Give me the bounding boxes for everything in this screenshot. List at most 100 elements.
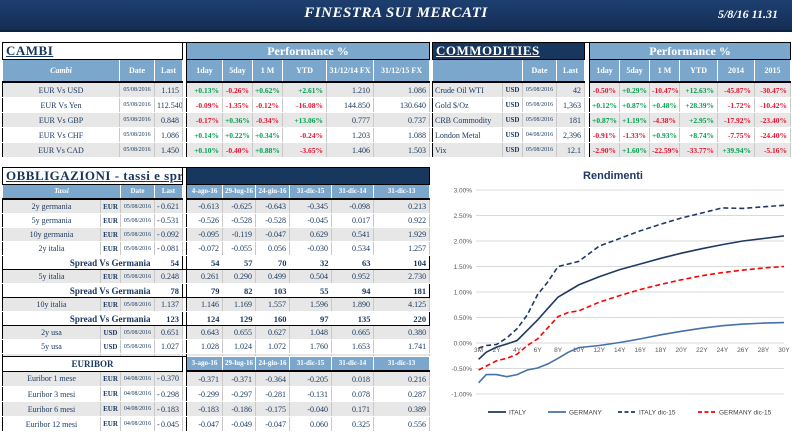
fx15-cell: 1.503 xyxy=(373,142,431,158)
perf-cell: -10.42% xyxy=(754,97,792,113)
y-tick-label: 1.50% xyxy=(454,264,473,271)
fx-row: EUR Vs GBP 05/08/2016 0.848 -0.17% +0.36% -0.… xyxy=(2,112,431,128)
spread-value: 55 xyxy=(289,283,332,298)
perf-cell: -33.77% xyxy=(679,142,719,158)
series-italy xyxy=(478,235,785,360)
value-cell: -0.098 xyxy=(331,199,375,214)
last-cell: 1.027 xyxy=(154,339,184,354)
x-tick-label: 2Y xyxy=(493,347,502,354)
bond-row: 10y germania EUR 05/08/2016-0.092 -0.095 -0.… xyxy=(2,227,431,242)
value-cell: 0.078 xyxy=(331,386,375,402)
value-cell: 0.655 xyxy=(222,325,257,340)
col-header: 24-giu-16 xyxy=(255,356,291,372)
currency-cell: EUR xyxy=(100,227,121,242)
gap xyxy=(182,339,188,354)
col-header: 31/12/15 FX xyxy=(373,59,431,83)
value-cell: -0.625 xyxy=(222,199,257,214)
value-cell: 1.072 xyxy=(255,339,291,354)
y-tick-label: -0.50% xyxy=(451,366,472,373)
y-tick-label: 2.50% xyxy=(454,213,473,220)
perf-cell: -30.47% xyxy=(754,82,792,98)
row-label: CRB Commodity xyxy=(432,112,503,128)
series-germany xyxy=(478,321,785,384)
gap xyxy=(182,82,188,98)
spread-label: Spread Vs Germania xyxy=(2,311,155,326)
col-header: 1day xyxy=(186,59,224,83)
row-label: EUR Vs CAD xyxy=(2,142,120,158)
date-cell: 05/08/2016 xyxy=(120,339,155,354)
value-cell: -0.345 xyxy=(289,199,333,214)
value-cell: 0.018 xyxy=(331,371,375,387)
x-tick-label: 10Y xyxy=(573,347,585,354)
perf-cell: +0.88% xyxy=(252,142,284,158)
col-header: 1 M xyxy=(252,59,284,83)
perf-cell: +0.12% xyxy=(589,97,621,113)
col-header: Last xyxy=(153,59,184,83)
date-cell: 05/08/2016 xyxy=(120,269,155,284)
performance-header: Performance % xyxy=(589,42,791,60)
legend-label: ITALY xyxy=(509,410,527,417)
y-tick-label: 2.00% xyxy=(454,239,473,246)
last-cell: 2,396 xyxy=(556,127,586,143)
spread-last: 78 xyxy=(154,283,183,298)
currency-cell: USD xyxy=(502,127,523,143)
perf-cell: +0.10% xyxy=(186,142,224,158)
currency-cell: USD xyxy=(100,339,121,354)
value-cell: -0.371 xyxy=(222,371,257,387)
perf-cell: +0.36% xyxy=(222,112,254,128)
y-tick-label: 3.00% xyxy=(454,188,473,195)
value-cell: -0.281 xyxy=(255,386,291,402)
commodities-table: COMMODITIES Performance % Date Last 1day 5day… xyxy=(432,42,792,158)
row-label: 5y usa xyxy=(2,339,101,354)
row-label: 10y germania xyxy=(2,227,101,242)
last-cell: 0.248 xyxy=(154,269,184,284)
gap xyxy=(584,82,591,98)
perf-cell: +12.63% xyxy=(679,82,719,98)
col-header: 31-dic-13 xyxy=(373,356,431,372)
last-cell: -0.183 xyxy=(154,401,184,417)
perf-cell: -0.24% xyxy=(282,127,328,143)
date-cell: 04/08/2016 xyxy=(120,401,155,417)
value-cell: -0.095 xyxy=(186,227,224,242)
bond-row: 10y italia EUR 05/08/2016 1.137 1.146 1.169 1.… xyxy=(2,297,431,312)
value-cell: -0.131 xyxy=(289,386,333,402)
y-tick-label: 0.00% xyxy=(454,341,473,348)
date-cell: 05/08/2016 xyxy=(120,297,155,312)
col-header: 31-dic-13 xyxy=(373,184,431,200)
spread-value: 63 xyxy=(331,255,374,270)
perf-cell: -16.08% xyxy=(282,97,328,113)
title-bar: FINESTRA SUI MERCATI 5/8/16 11.31 xyxy=(0,0,792,32)
value-cell: 4.125 xyxy=(373,297,431,312)
rendimenti-svg: Rendimenti -1.00% -0.50% 0.00% 0.50% 1.00% 1.5… xyxy=(451,170,790,417)
currency-cell: EUR xyxy=(100,213,121,228)
spread-value: 32 xyxy=(289,255,332,270)
spread-value: 135 xyxy=(331,311,374,326)
perf-cell: -0.40% xyxy=(222,142,254,158)
currency-cell: USD xyxy=(502,97,523,113)
fx14-cell: 144.850 xyxy=(326,97,375,113)
accounting-value: -0.298 xyxy=(157,389,180,399)
x-tick-label: 16Y xyxy=(634,347,646,354)
gap xyxy=(182,167,188,185)
row-label: Euribor 12 mesi xyxy=(2,416,101,432)
spread-value: 70 xyxy=(255,255,290,270)
fx-row: EUR Vs CHF 05/08/2016 1.086 +0.14% +0.22% +0.… xyxy=(2,127,431,143)
x-tick-label: 12Y xyxy=(593,347,605,354)
perf-cell: -2.90% xyxy=(589,142,621,158)
row-label: 2y italia xyxy=(2,241,101,256)
value-cell: 0.171 xyxy=(331,401,375,417)
last-cell: -0.045 xyxy=(154,416,184,432)
gap xyxy=(584,127,591,143)
perf-cell: +0.87% xyxy=(619,97,651,113)
spread-value: 104 xyxy=(373,255,430,270)
spread-value: 160 xyxy=(255,311,290,326)
cambi-header-row: Cambi Date Last 1day 5day 1 M YTD 31/12/14 FX 31… xyxy=(2,59,431,83)
value-cell: -0.299 xyxy=(186,386,224,402)
value-cell: 1.596 xyxy=(289,297,333,312)
spread-label: Spread Vs Germania xyxy=(2,283,155,298)
date-cell: 05/08/2016 xyxy=(119,142,155,158)
spread-value: 82 xyxy=(222,283,256,298)
row-label: EUR Vs GBP xyxy=(2,112,120,128)
x-tick-label: 26Y xyxy=(737,347,749,354)
perf-cell: +0.62% xyxy=(252,82,284,98)
